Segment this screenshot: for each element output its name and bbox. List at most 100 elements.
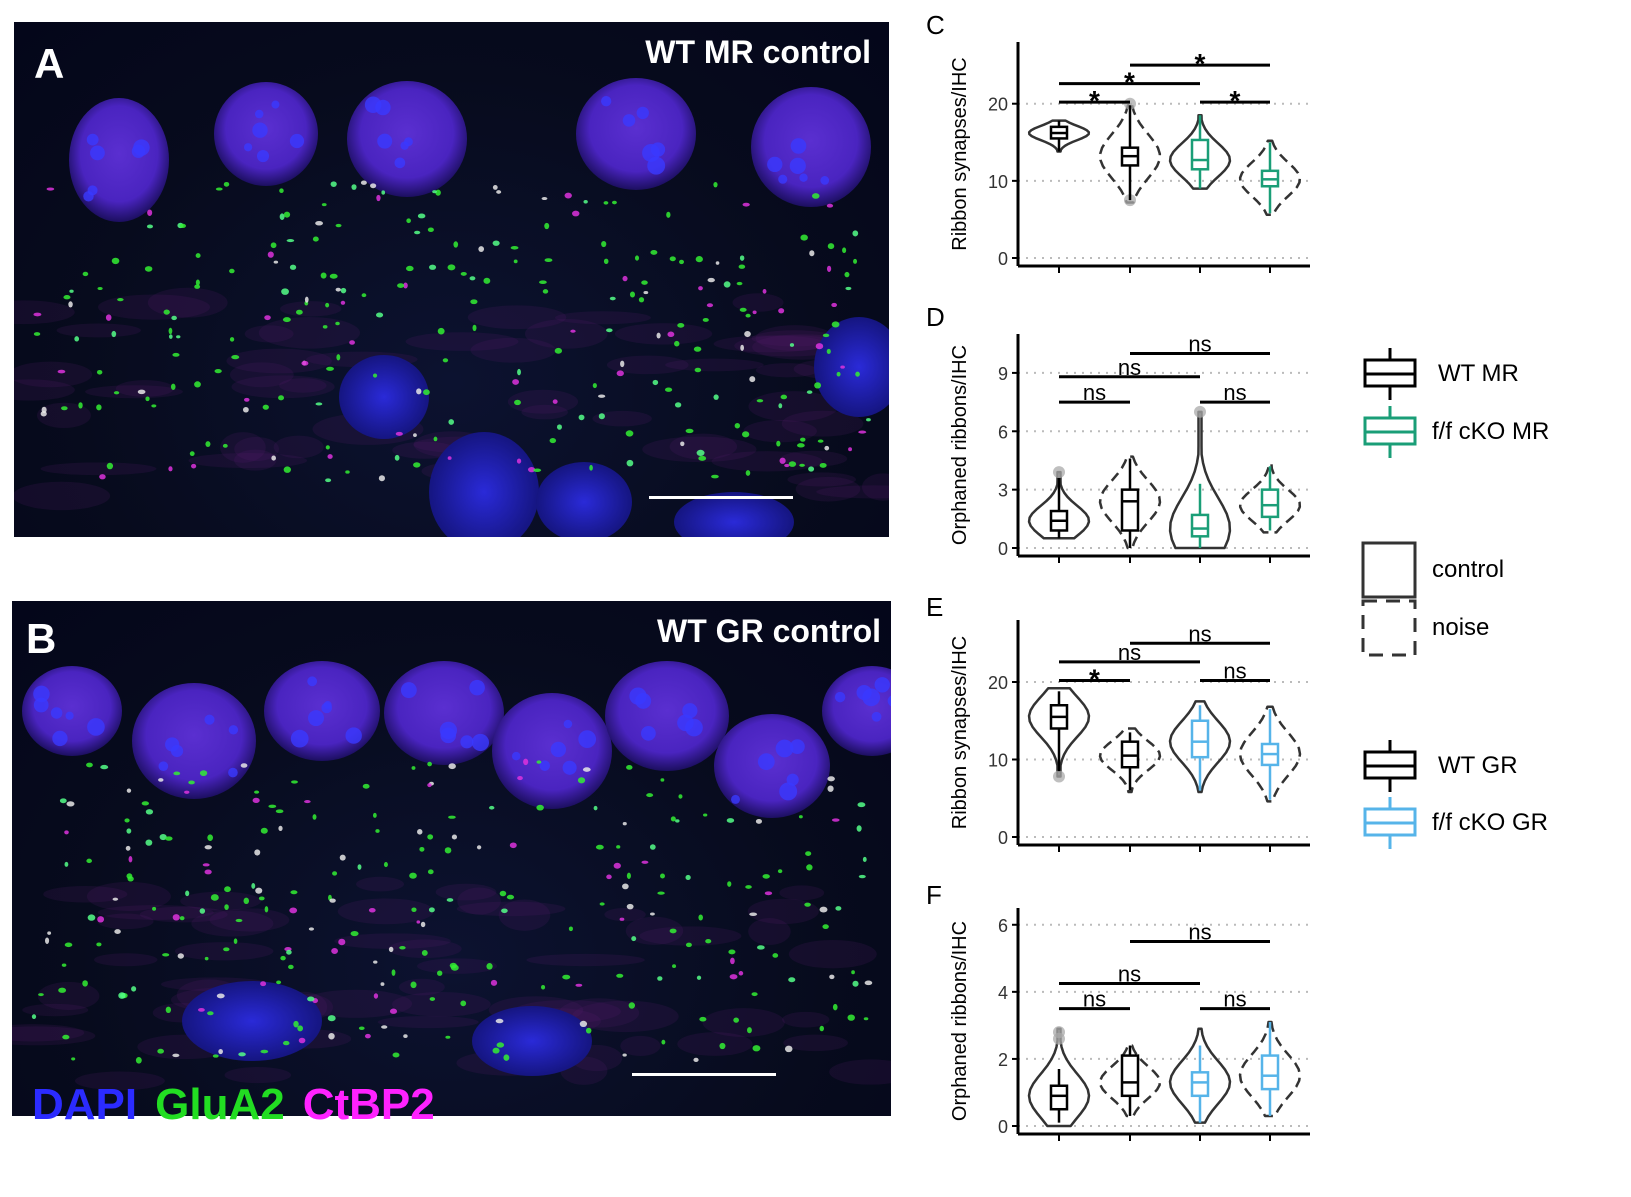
y-tick-label: 6 (998, 422, 1008, 442)
synapse-puncta (694, 367, 702, 373)
synapse-puncta (362, 783, 370, 789)
synapse-puncta (616, 845, 621, 849)
legend-label-cko-gr: f/f cKO GR (1432, 809, 1549, 836)
synapse-puncta (437, 327, 445, 335)
synapse-puncta (395, 431, 403, 436)
synapse-puncta (646, 793, 654, 798)
synapse-puncta (486, 963, 493, 970)
synapse-puncta (33, 312, 42, 317)
box-iqr (1190, 719, 1210, 759)
synapse-puncta (492, 240, 500, 246)
synapse-puncta (730, 957, 735, 965)
synapse-puncta (381, 1025, 388, 1029)
ctbp2-haze (86, 881, 171, 911)
significance-label: * (1089, 663, 1100, 694)
synapse-puncta (822, 333, 830, 338)
synapse-puncta (152, 906, 157, 911)
ctbp2-haze (783, 1034, 848, 1052)
synapse-puncta (233, 938, 238, 944)
synapse-puncta (822, 924, 829, 930)
synapse-puncta (360, 180, 367, 185)
y-tick-label: 2 (998, 1050, 1008, 1070)
synapse-puncta (71, 1057, 76, 1061)
ctbp2-haze (14, 300, 75, 325)
ctbp2-haze (639, 926, 742, 946)
synapse-puncta (851, 970, 855, 975)
synapse-puncta (827, 785, 834, 792)
ctbp2-haze (398, 978, 445, 996)
y-tick-label: 6 (998, 916, 1008, 936)
synapse-puncta (224, 886, 231, 893)
synapse-puncta (448, 763, 456, 770)
synapse-puncta (145, 809, 154, 815)
synapse-puncta (503, 1054, 510, 1061)
synapse-puncta (189, 451, 195, 457)
ctbp2-haze (620, 1035, 661, 1057)
synapse-puncta (483, 277, 491, 284)
panel-label-f: F (926, 880, 942, 910)
synapse-puncta (420, 921, 426, 928)
synapse-puncta (536, 760, 542, 764)
synapse-puncta (96, 370, 103, 375)
synapse-puncta (751, 992, 758, 997)
synapse-puncta (613, 862, 621, 869)
synapse-puncta (740, 344, 745, 351)
nucleus-spot (394, 157, 406, 169)
synapse-puncta (214, 368, 222, 374)
synapse-puncta (544, 258, 553, 263)
synapse-puncta (517, 776, 523, 781)
synapse-puncta (863, 1017, 869, 1021)
synapse-puncta (609, 296, 616, 301)
synapse-puncta (660, 873, 665, 879)
synapse-puncta (411, 907, 417, 913)
significance-label: ns (1118, 961, 1141, 986)
micrograph-panel-b: B WT GR control (12, 601, 891, 1116)
nucleus-spot (757, 753, 775, 771)
synapse-puncta (611, 200, 617, 205)
synapse-puncta (752, 1045, 761, 1052)
nucleus-spot (511, 751, 521, 761)
ctbp2-haze (711, 451, 823, 472)
synapse-puncta (62, 1034, 70, 1040)
ctbp2-haze (521, 404, 569, 420)
synapse-puncta (554, 347, 563, 354)
synapse-puncta (549, 438, 557, 444)
synapse-puncta (380, 982, 385, 986)
synapse-puncta (403, 282, 408, 289)
synapse-puncta (756, 945, 765, 950)
synapse-puncta (171, 315, 177, 321)
synapse-puncta (815, 343, 824, 350)
synapse-puncta (506, 894, 515, 900)
synapse-puncta (373, 993, 379, 999)
synapse-puncta (649, 844, 656, 850)
synapse-puncta (275, 809, 284, 814)
synapse-puncta (824, 445, 830, 451)
synapse-puncta (381, 190, 386, 195)
synapse-puncta (496, 1042, 505, 1048)
synapse-puncta (819, 906, 828, 913)
synapse-puncta (207, 834, 214, 841)
nucleus-spot (677, 714, 694, 732)
synapse-puncta (270, 242, 277, 249)
synapse-puncta (622, 883, 629, 890)
nucleus-spot (50, 707, 63, 719)
nucleus-spot (86, 133, 99, 146)
synapse-puncta (579, 1020, 588, 1028)
synapse-puncta (242, 406, 249, 413)
synapse-puncta (332, 871, 338, 876)
synapse-puncta (45, 937, 50, 944)
synapse-puncta (82, 271, 89, 277)
ctbp2-haze (779, 885, 825, 901)
y-tick-label: 4 (998, 983, 1008, 1003)
ctbp2-haze (94, 953, 158, 967)
synapse-puncta (702, 813, 708, 817)
nucleus-spot (83, 191, 94, 202)
synapse-puncta (819, 1025, 825, 1032)
synapse-puncta (811, 193, 820, 199)
synapse-puncta (293, 1020, 299, 1028)
ctbp2-haze (40, 462, 157, 476)
synapse-puncta (606, 328, 613, 333)
synapse-puncta (564, 192, 572, 199)
synapse-puncta (41, 406, 47, 414)
